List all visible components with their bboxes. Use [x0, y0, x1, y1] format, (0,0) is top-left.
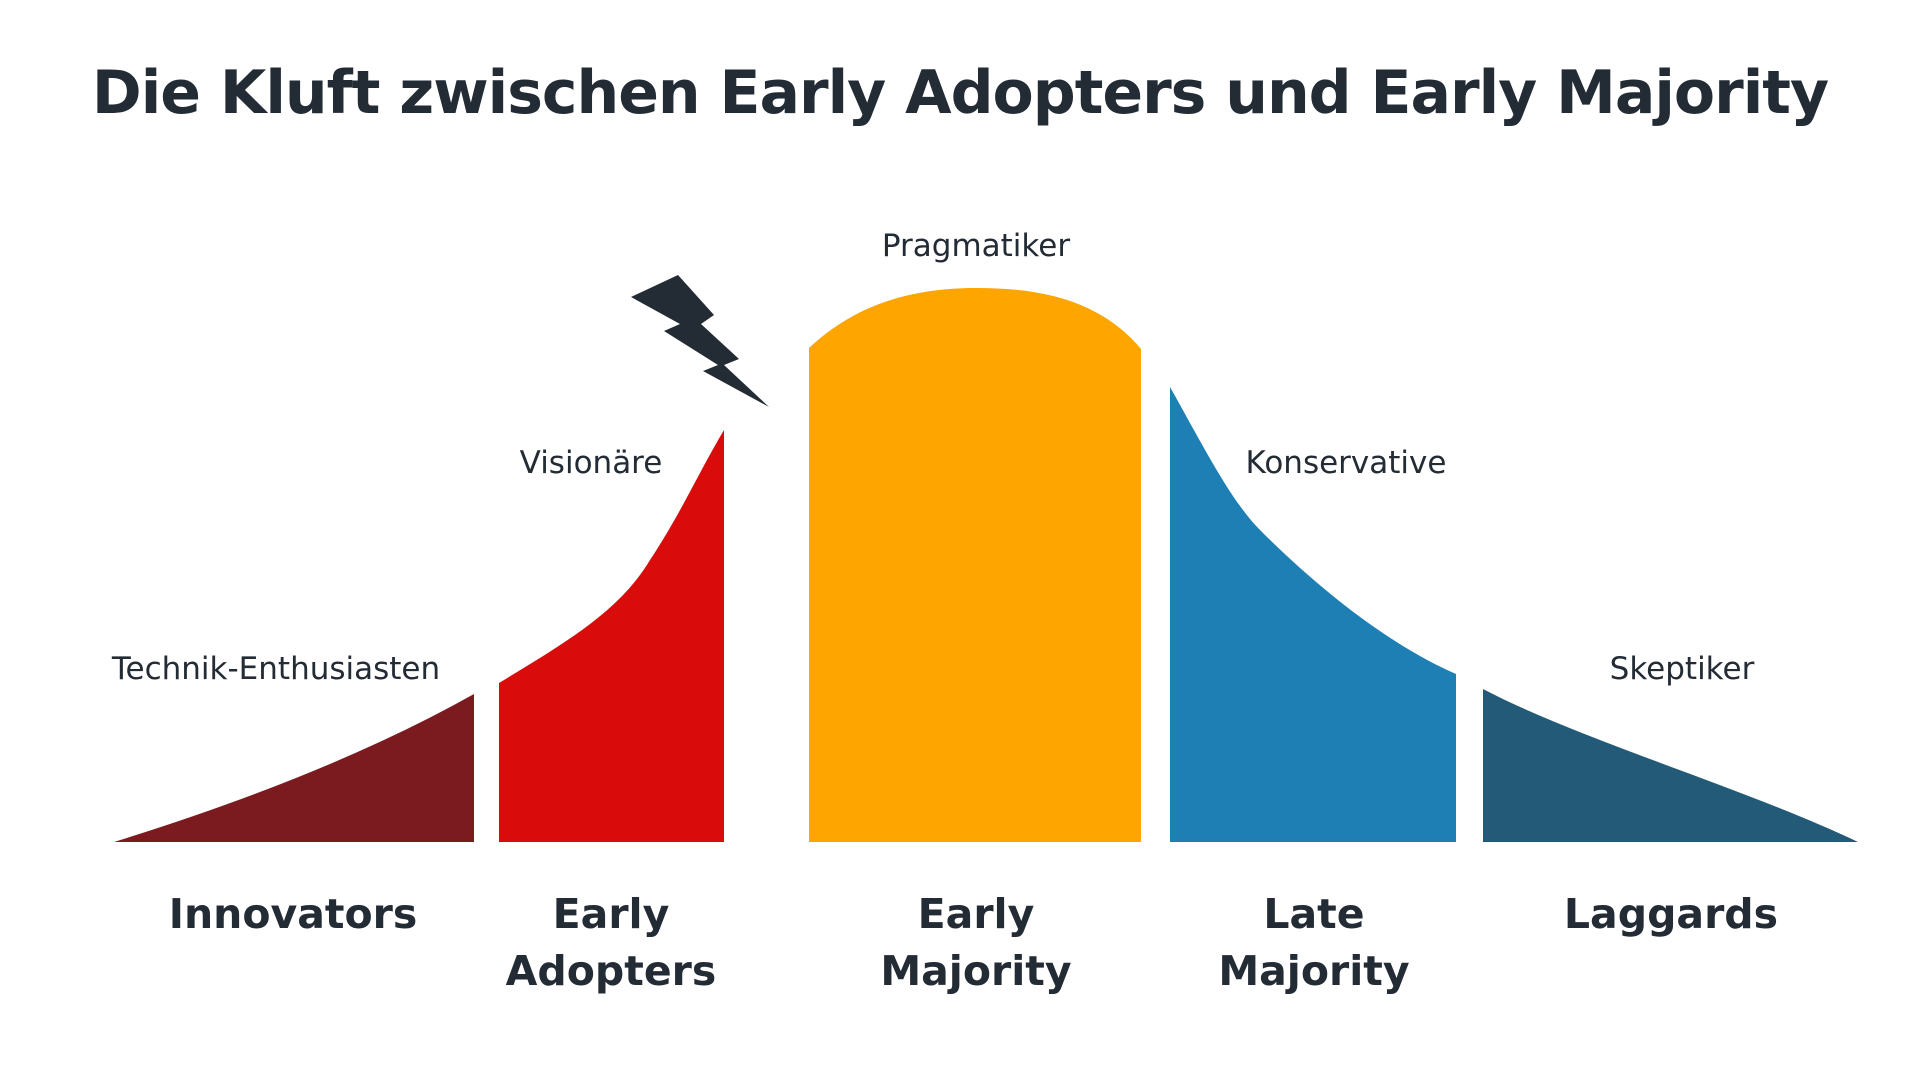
late-majority-shape	[1170, 387, 1456, 842]
segment-name: Early Adopters	[505, 890, 717, 995]
segment-name: Late Majority	[1218, 890, 1410, 995]
lightning-icon	[631, 275, 769, 407]
early-majority-shape	[809, 288, 1141, 842]
segment-name: Laggards	[1563, 890, 1779, 938]
descriptor: Visionäre	[519, 445, 663, 481]
descriptor: Konservative	[1245, 445, 1447, 481]
early-adopters-shape	[499, 430, 724, 842]
segment-name: Innovators	[168, 890, 418, 938]
segment-name: Early Majority	[880, 890, 1072, 995]
innovators-shape	[114, 694, 474, 842]
title: Die Kluft zwischen Early Adopters und Ea…	[91, 58, 1829, 128]
descriptor: Pragmatiker	[881, 228, 1071, 264]
laggards-shape	[1483, 689, 1858, 842]
descriptor: Technik-Enthusiasten	[111, 651, 441, 687]
descriptor: Skeptiker	[1609, 651, 1755, 687]
